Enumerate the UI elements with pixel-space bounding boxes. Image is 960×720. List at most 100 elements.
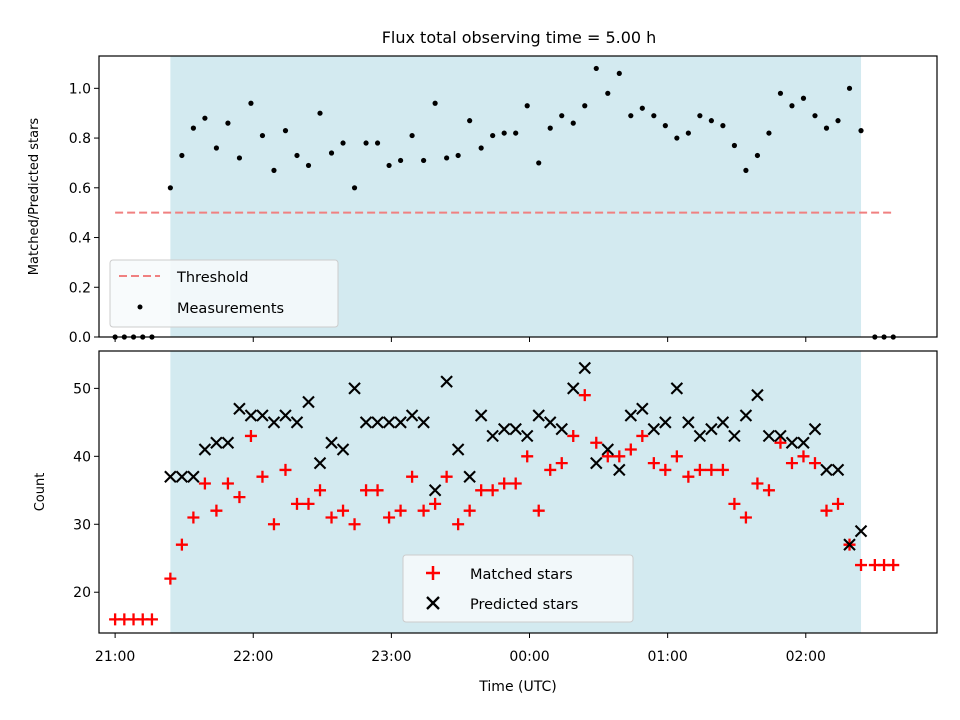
measurement-point: [524, 103, 530, 109]
measurement-point: [547, 125, 553, 131]
matched-star-point: [590, 436, 603, 449]
matched-star-point: [440, 470, 453, 483]
measurement-point: [800, 95, 807, 101]
matched-star-point: [302, 497, 315, 510]
predicted-star-point: [175, 470, 189, 483]
measurement-point: [225, 120, 231, 126]
matched-star-point: [509, 477, 522, 490]
p2-y-ticks: 20 30 40 50: [73, 381, 99, 601]
matched-star-point: [567, 429, 580, 442]
matched-star-point: [337, 504, 350, 517]
x-tick-label: 01:00: [647, 649, 687, 665]
measurement-point: [766, 130, 772, 136]
measurement-point: [409, 132, 415, 139]
measurement-point: [823, 125, 830, 131]
matched-star-point: [636, 429, 649, 442]
matched-star-point: [325, 511, 338, 524]
predicted-star-point: [555, 422, 568, 436]
p2-x-ticks: 21:00 22:00 23:00 00:00 01:00 02:00: [95, 633, 826, 665]
measurement-point: [674, 135, 680, 141]
matched-star-point: [360, 484, 373, 497]
predicted-star-point: [705, 422, 718, 436]
matched-star-point: [198, 477, 211, 490]
predicted-star-point: [463, 470, 476, 483]
measurement-point: [697, 113, 703, 119]
measurement-point: [628, 113, 634, 119]
matched-star-point: [601, 450, 614, 463]
predicted-star-point: [474, 409, 488, 422]
matched-star-point: [244, 429, 257, 442]
predicted-star-point: [486, 429, 499, 443]
predicted-star-point: [578, 361, 592, 375]
predicted-star-point: [843, 538, 856, 551]
predicted-star-point: [636, 402, 649, 416]
measurement-point: [444, 155, 450, 161]
p1-y-tick-label: 0.8: [69, 131, 91, 147]
measurement-point: [363, 140, 369, 146]
matched-star-point: [887, 559, 900, 572]
matched-star-point: [785, 457, 798, 470]
measurement-point: [708, 118, 714, 124]
predicted-star-point: [854, 524, 868, 538]
measurement-point: [179, 152, 185, 159]
predicted-star-point: [451, 443, 465, 456]
matched-star-point: [532, 504, 545, 517]
matched-star-point: [406, 470, 419, 483]
top-panel: 0.0 0.2 0.4 0.6 0.8 1.0 Matched/Predicted sta…: [27, 55, 938, 346]
matched-stars-points: [109, 389, 900, 626]
predicted-star-point: [659, 416, 672, 429]
predicted-star-point: [290, 416, 304, 429]
matched-star-point: [820, 504, 833, 517]
x-axis-label: Time (UTC): [478, 679, 556, 695]
measurement-point: [397, 157, 404, 164]
predicted-star-point: [417, 416, 430, 429]
matched-star-point: [348, 518, 361, 531]
matched-star-point: [233, 491, 246, 504]
x-tick-label: 22:00: [233, 649, 273, 665]
measurement-point: [282, 128, 289, 134]
predicted-star-point: [348, 382, 361, 395]
measurement-point: [455, 152, 461, 159]
predicted-star-point: [198, 443, 212, 456]
measurement-point: [754, 152, 761, 159]
predicted-star-point: [440, 375, 453, 388]
measurement-point: [248, 100, 254, 106]
p1-y-tick-label: 1.0: [69, 81, 91, 97]
matched-star-point: [221, 477, 234, 490]
predicted-star-point: [497, 422, 511, 436]
matched-star-point: [751, 477, 764, 490]
matched-star-point: [290, 497, 303, 510]
measurement-point: [340, 140, 346, 146]
x-tick-label: 00:00: [509, 649, 549, 665]
measurement-point: [743, 167, 749, 173]
predicted-star-point: [302, 395, 315, 409]
p2-axes-frame: [98, 350, 938, 634]
measurement-point: [305, 162, 312, 169]
measurement-point: [432, 100, 438, 106]
matched-star-point: [705, 463, 718, 476]
matched-star-point: [682, 470, 695, 483]
measurement-point: [582, 103, 588, 109]
legend-plus-icon: [426, 566, 440, 580]
predicted-star-point: [797, 436, 810, 449]
predicted-star-point: [256, 409, 269, 422]
predicted-star-point: [382, 416, 396, 429]
measurement-point: [386, 162, 392, 169]
matched-star-point: [256, 470, 269, 483]
x-tick-label: 21:00: [95, 649, 135, 665]
measurement-point: [639, 105, 645, 111]
x-tick-label: 23:00: [371, 649, 411, 665]
matched-star-point: [555, 457, 568, 470]
measurement-points: [112, 65, 896, 340]
measurement-point: [616, 70, 622, 77]
p1-x-ticks: [114, 337, 807, 342]
matched-star-point: [175, 538, 188, 551]
measurement-point: [662, 123, 668, 129]
predicted-star-point: [670, 382, 684, 395]
x-tick-label: 02:00: [786, 649, 826, 665]
measurement-point: [328, 150, 335, 156]
measurement-point: [259, 132, 266, 139]
matched-star-point: [279, 463, 292, 476]
measurement-point: [731, 142, 738, 149]
